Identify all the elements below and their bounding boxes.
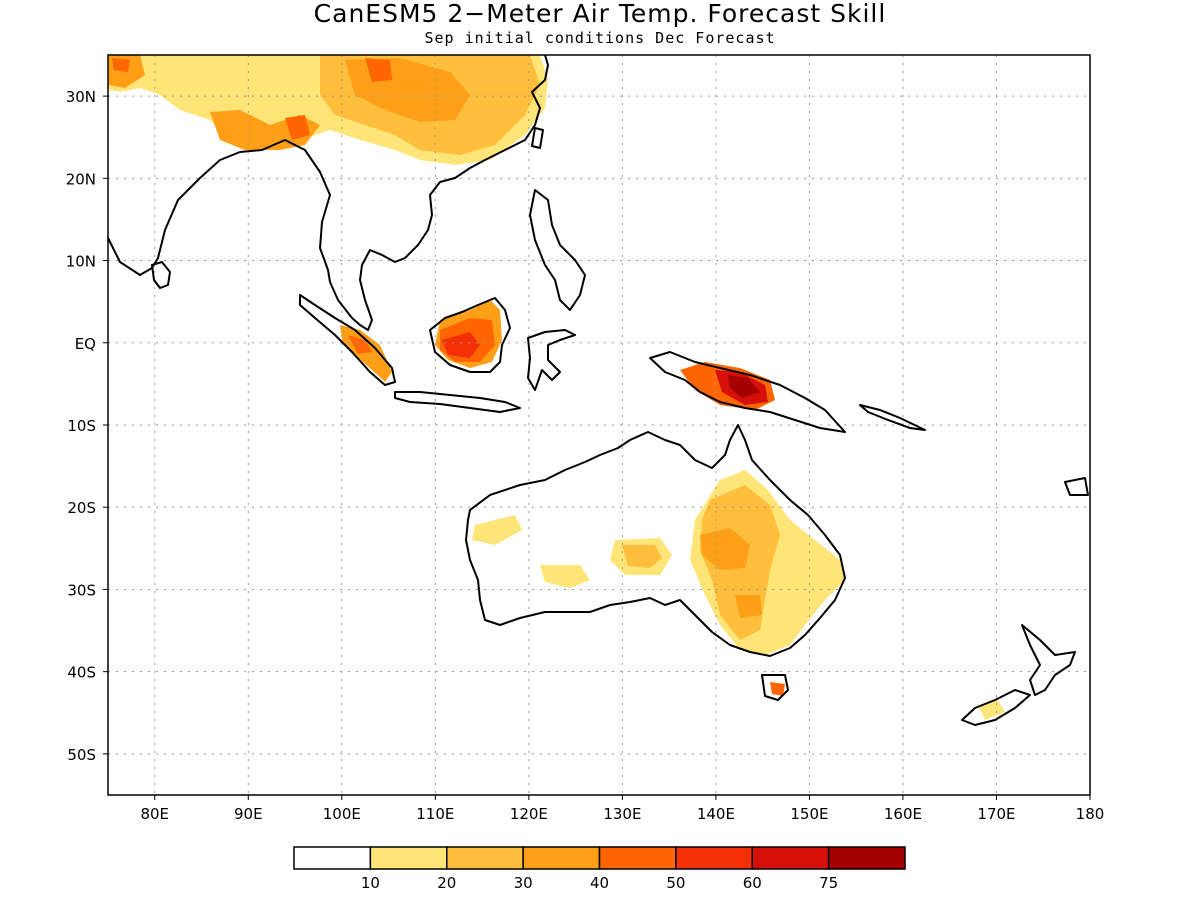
lon-tick-label: 80E xyxy=(140,805,169,823)
coastline-asia xyxy=(107,54,549,331)
colorbar-label: 10 xyxy=(361,874,380,892)
lon-tick-label: 140E xyxy=(697,805,735,823)
coastline-philippines xyxy=(529,189,586,311)
lat-tick-label: 50S xyxy=(67,746,96,764)
lat-tick-label: 10N xyxy=(66,253,96,271)
map-gridlines xyxy=(108,55,1090,795)
skill-region-australia-south xyxy=(540,565,590,588)
skill-region-sumatra-50 xyxy=(348,335,372,354)
skill-region-borneo-60 xyxy=(442,332,480,358)
map-title: CanESM5 2−Meter Air Temp. Forecast Skill xyxy=(313,0,887,28)
coastline-tasmania xyxy=(761,674,789,701)
lat-tick-label: 30N xyxy=(66,88,96,106)
lat-tick-label: 10S xyxy=(67,417,96,435)
skill-region-australia-central-30 xyxy=(622,545,662,568)
colorbar-label: 20 xyxy=(437,874,456,892)
colorbar-label: 60 xyxy=(743,874,762,892)
colorbar-swatch xyxy=(675,846,753,870)
coastline-pacific-islands xyxy=(1064,477,1089,496)
lon-tick-label: 90E xyxy=(234,805,263,823)
lat-tick-label: 20N xyxy=(66,170,96,188)
skill-region-australia-west xyxy=(472,515,522,545)
axis-ticks: 80E 90E 100E 110E 120E 130E 140E 150E 160E 170E 18… xyxy=(66,88,1105,823)
lat-tick-label: 40S xyxy=(67,664,96,682)
colorbar-swatch xyxy=(598,846,677,870)
lat-tick-label: EQ xyxy=(75,335,96,353)
colorbar-label: 40 xyxy=(590,874,609,892)
skill-region-northwest-50 xyxy=(112,58,130,72)
lat-tick-label: 30S xyxy=(67,581,96,599)
coastline-sumatra xyxy=(299,294,396,386)
colorbar-swatch xyxy=(446,846,524,870)
skill-region-new-guinea-75 xyxy=(728,375,760,398)
coastline-java xyxy=(394,391,521,413)
colorbar-swatch xyxy=(827,846,906,870)
coastline-new-zealand-north xyxy=(1021,624,1076,696)
lon-tick-label: 110E xyxy=(416,805,454,823)
skill-region-australia-east-40b xyxy=(735,595,762,618)
lon-tick-label: 130E xyxy=(603,805,641,823)
skill-region-tibet-50 xyxy=(285,115,310,140)
coastline-new-zealand-south xyxy=(961,689,1031,726)
colorbar-swatch xyxy=(751,846,830,870)
lon-tick-label: 120E xyxy=(510,805,548,823)
coastline-taiwan xyxy=(531,127,544,149)
colorbar-label: 50 xyxy=(666,874,685,892)
colorbar-swatch xyxy=(293,846,372,870)
coastline-australia xyxy=(465,424,846,657)
colorbar: 10 20 30 40 50 60 75 xyxy=(293,846,906,892)
skill-region-sumatra xyxy=(340,325,392,382)
coastline-sri-lanka xyxy=(151,261,171,289)
colorbar-swatch xyxy=(522,846,601,870)
colorbar-label: 75 xyxy=(819,874,838,892)
skill-region-tasmania xyxy=(770,682,785,696)
skill-region-china-50 xyxy=(365,58,392,82)
coastline-borneo xyxy=(429,297,511,373)
skill-region-australia-east-40 xyxy=(700,528,750,570)
colorbar-label: 30 xyxy=(514,874,533,892)
lon-tick-label: 160E xyxy=(884,805,922,823)
coastlines xyxy=(107,54,1089,726)
lon-tick-label: 180 xyxy=(1076,805,1105,823)
map-frame xyxy=(107,54,1091,796)
coastline-sulawesi xyxy=(527,329,576,391)
lon-tick-label: 150E xyxy=(790,805,828,823)
lon-tick-label: 100E xyxy=(323,805,361,823)
lon-tick-label: 170E xyxy=(977,805,1015,823)
lat-tick-label: 20S xyxy=(67,499,96,517)
coastline-new-guinea xyxy=(649,351,846,433)
coastline-solomon-islands xyxy=(859,404,926,431)
map-subtitle: Sep initial conditions Dec Forecast xyxy=(424,29,776,47)
colorbar-swatch xyxy=(369,846,448,870)
skill-shading xyxy=(108,55,1005,720)
